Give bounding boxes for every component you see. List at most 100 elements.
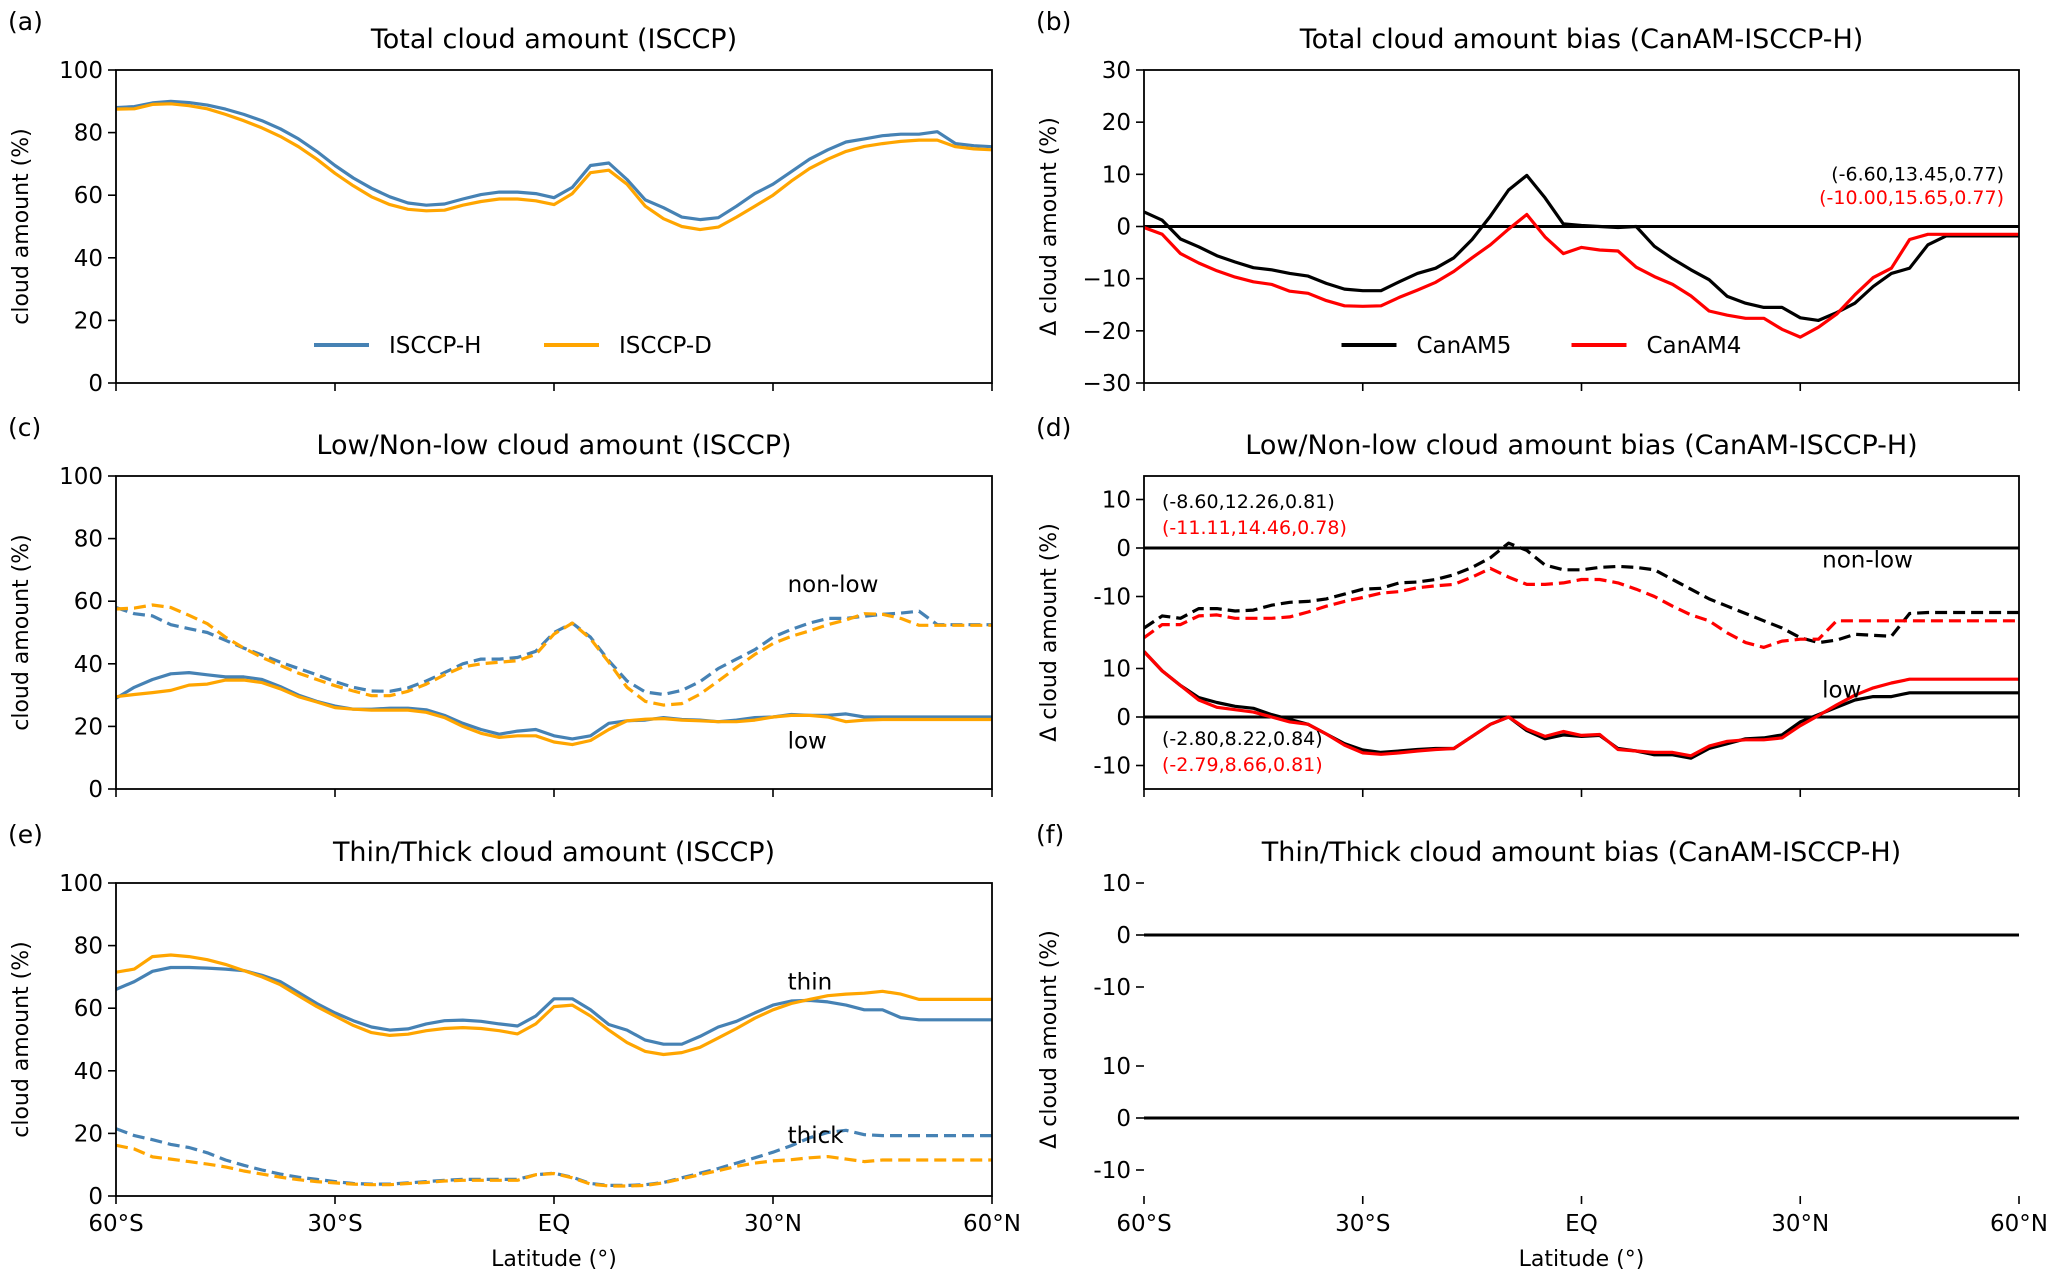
y-tick-label-d: -10 [1093, 754, 1131, 780]
x-axis-label-e: Latitude (°) [491, 1247, 617, 1272]
y-tick-label-e: 40 [74, 1059, 103, 1085]
series-line-a-isccp-h [116, 99, 992, 222]
y-tick-label-b: −10 [1082, 267, 1131, 293]
y-tick-label-d: 0 [1116, 705, 1131, 731]
stats-annotation: (-6.60,13.45,0.77) [1831, 164, 2004, 186]
x-tick-label-e: 60°N [963, 1211, 1021, 1237]
y-axis-label-f: Δ cloud amount (%) [1037, 930, 1062, 1149]
x-axis-label-f: Latitude (°) [1519, 1247, 1645, 1272]
series-line-c-isccp-d-low [116, 678, 992, 747]
x-tick-label-e: 30°S [307, 1211, 362, 1237]
y-tick-label-f: -10 [1093, 1158, 1131, 1184]
stats-annotation: (-10.00,15.65,0.77) [1819, 187, 2004, 209]
series-line-c-isccp-d-non-low [116, 603, 992, 707]
y-tick-label-a: 100 [59, 58, 103, 84]
series-line-e-isccp-d-thick [116, 1143, 992, 1188]
axes-frame-d [1143, 475, 2020, 790]
chart-title-d: Low/Non-low cloud amount bias (CanAM-ISC… [1245, 430, 1917, 461]
panel-label-c: (c) [8, 413, 41, 442]
series-line-b-canam5 [1144, 173, 2019, 322]
y-axis-label-b: Δ cloud amount (%) [1037, 117, 1062, 336]
y-tick-label-d: 10 [1102, 488, 1131, 514]
x-tick-label-f: EQ [1565, 1211, 1598, 1237]
y-tick-label-b: −20 [1082, 319, 1131, 345]
y-tick-label-d: 0 [1116, 536, 1131, 562]
y-tick-label-e: 0 [88, 1184, 103, 1210]
y-axis-label-a: cloud amount (%) [9, 128, 34, 325]
y-axis-label-d: Δ cloud amount (%) [1037, 523, 1062, 742]
y-tick-label-c: 60 [74, 589, 103, 615]
x-tick-label-e: 30°N [744, 1211, 802, 1237]
y-axis-label-e: cloud amount (%) [9, 941, 34, 1138]
chart-title-b: Total cloud amount bias (CanAM-ISCCP-H) [1299, 24, 1864, 55]
x-tick-label-e: 60°S [88, 1211, 143, 1237]
series-annotation-low: low [1822, 678, 1861, 704]
legend-label-isccp-h: ISCCP-H [389, 333, 481, 359]
stats-annotation: (-11.11,14.46,0.78) [1162, 517, 1347, 539]
y-tick-label-c: 40 [74, 652, 103, 678]
y-tick-label-b: 20 [1102, 110, 1131, 136]
axes-frame-c [115, 475, 993, 790]
panel-label-f: (f) [1036, 820, 1064, 849]
y-tick-label-d: 10 [1102, 657, 1131, 683]
panel-label-a: (a) [8, 7, 43, 36]
series-annotation-low: low [788, 728, 827, 754]
y-tick-label-e: 20 [74, 1121, 103, 1147]
y-tick-label-c: 100 [59, 464, 103, 490]
legend-label-isccp-d: ISCCP-D [619, 333, 712, 359]
y-tick-label-f: 10 [1102, 1054, 1131, 1080]
y-axis-label-c: cloud amount (%) [9, 534, 34, 731]
x-tick-label-f: 30°S [1335, 1211, 1390, 1237]
panel-label-e: (e) [8, 820, 43, 849]
y-tick-label-c: 20 [74, 714, 103, 740]
y-tick-label-c: 0 [88, 777, 103, 803]
y-tick-label-f: 0 [1116, 923, 1131, 949]
axes-frame-a [115, 69, 993, 384]
y-tick-label-f: 0 [1116, 1106, 1131, 1132]
series-line-c-isccp-h-non-low [116, 605, 992, 697]
y-tick-label-b: 0 [1116, 215, 1131, 241]
chart-title-e: Thin/Thick cloud amount (ISCCP) [332, 837, 775, 868]
series-annotation-thick: thick [788, 1123, 845, 1149]
y-tick-label-e: 80 [74, 934, 103, 960]
y-tick-label-b: 30 [1102, 58, 1131, 84]
y-tick-label-a: 40 [74, 246, 103, 272]
chart-title-c: Low/Non-low cloud amount (ISCCP) [316, 430, 791, 461]
stats-annotation: (-2.80,8.22,0.84) [1162, 728, 1323, 750]
y-tick-label-b: 10 [1102, 162, 1131, 188]
y-tick-label-a: 0 [88, 371, 103, 397]
y-tick-label-b: −30 [1082, 371, 1131, 397]
series-line-d-canam4-non-low [1144, 566, 2019, 650]
series-line-a-isccp-d [116, 102, 992, 232]
series-line-e-isccp-h-thick [116, 1127, 992, 1188]
y-tick-label-a: 60 [74, 183, 103, 209]
y-tick-label-e: 60 [74, 996, 103, 1022]
legend-label-canam5: CanAM5 [1417, 333, 1512, 359]
axes-frame-b [1143, 69, 2020, 384]
axes-frame-e [115, 882, 993, 1197]
chart-title-a: Total cloud amount (ISCCP) [370, 24, 737, 55]
y-tick-label-f: 10 [1102, 871, 1131, 897]
x-tick-label-f: 60°S [1116, 1211, 1171, 1237]
stats-annotation: (-8.60,12.26,0.81) [1162, 491, 1335, 513]
legend-label-canam4: CanAM4 [1647, 333, 1742, 359]
series-line-d-canam5-non-low [1144, 541, 2019, 645]
y-tick-label-a: 20 [74, 308, 103, 334]
x-tick-label-e: EQ [538, 1211, 571, 1237]
y-tick-label-d: -10 [1093, 585, 1131, 611]
series-line-b-canam4 [1144, 212, 2019, 339]
y-tick-label-a: 80 [74, 121, 103, 147]
x-tick-label-f: 30°N [1771, 1211, 1829, 1237]
series-line-d-canam4-low [1144, 650, 2019, 758]
series-line-c-isccp-h-low [116, 670, 992, 741]
series-line-e-isccp-d-thin [116, 953, 992, 1057]
y-tick-label-f: -10 [1093, 975, 1131, 1001]
y-tick-label-e: 100 [59, 871, 103, 897]
series-annotation-thin: thin [788, 969, 833, 995]
panel-label-b: (b) [1036, 7, 1071, 36]
series-annotation-non-low: non-low [1822, 547, 1913, 573]
chart-title-f: Thin/Thick cloud amount bias (CanAM-ISCC… [1261, 837, 1901, 868]
series-annotation-non-low: non-low [788, 572, 879, 598]
stats-annotation: (-2.79,8.66,0.81) [1162, 754, 1323, 776]
